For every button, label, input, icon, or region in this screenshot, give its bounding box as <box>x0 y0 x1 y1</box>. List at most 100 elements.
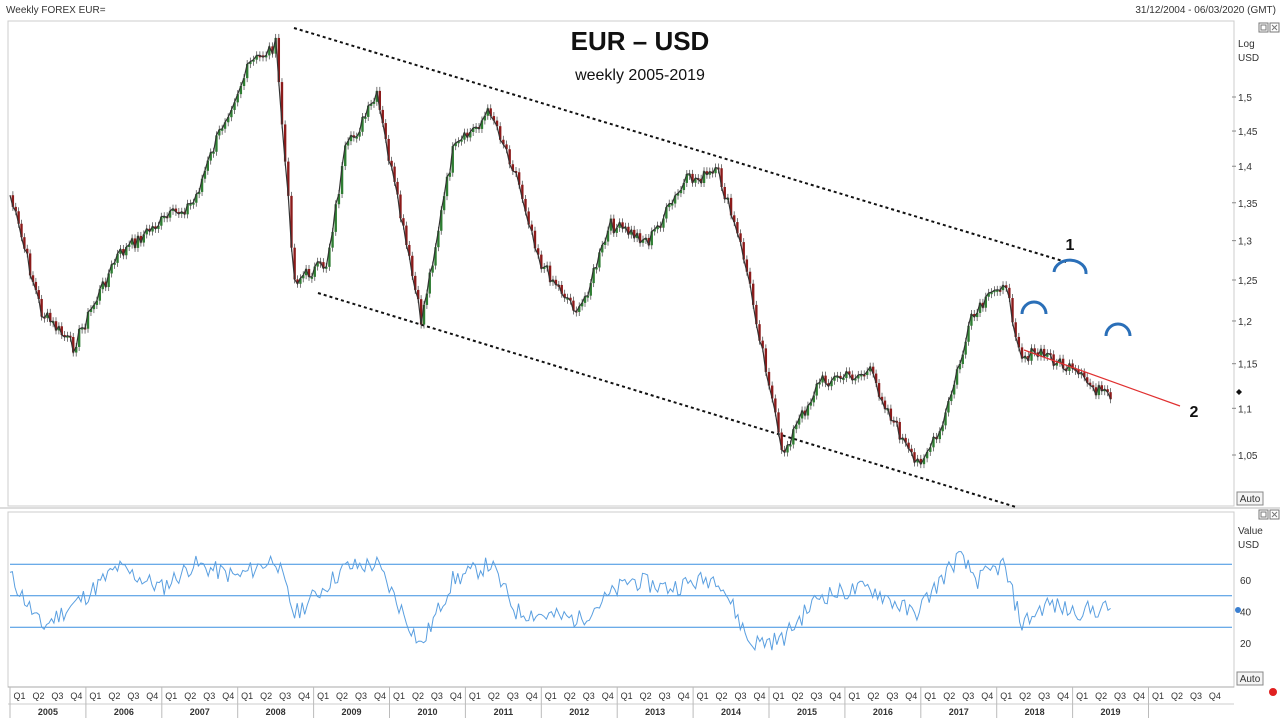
candle <box>751 283 755 305</box>
quarter-label: Q3 <box>127 691 139 701</box>
quarter-label: Q2 <box>1095 691 1107 701</box>
candle <box>679 190 683 194</box>
candle <box>871 366 875 374</box>
candle <box>189 203 192 206</box>
candle <box>665 207 668 219</box>
candle <box>261 55 265 58</box>
candle <box>1046 353 1049 357</box>
quarter-label: Q3 <box>51 691 63 701</box>
candle <box>454 142 457 147</box>
indicator-pane-close-icon[interactable] <box>1269 509 1280 520</box>
candle <box>827 383 830 387</box>
price-pane-close-icon[interactable] <box>1269 22 1280 33</box>
candle <box>495 120 499 127</box>
current-price-marker <box>1236 389 1242 395</box>
candle <box>154 226 157 229</box>
candle <box>31 275 35 282</box>
candle <box>996 289 999 292</box>
candle <box>691 173 694 183</box>
price-tick-label: 1,45 <box>1238 127 1258 138</box>
indicator-pane <box>7 511 1235 688</box>
candle <box>1094 387 1098 396</box>
candle <box>1039 348 1043 357</box>
candle <box>387 138 390 161</box>
candle <box>806 405 810 416</box>
candle <box>378 90 382 110</box>
quarter-label: Q2 <box>564 691 576 701</box>
candle <box>212 151 215 154</box>
candle <box>898 421 901 440</box>
candle <box>355 136 358 139</box>
candle <box>361 117 364 132</box>
year-label: 2011 <box>494 707 514 717</box>
price-tick-label: 1,3 <box>1238 237 1252 248</box>
year-label: 2010 <box>417 707 437 717</box>
candle <box>767 371 771 386</box>
candle <box>668 203 671 208</box>
quarter-label: Q1 <box>1000 691 1012 701</box>
candle <box>72 337 75 353</box>
candle <box>148 228 151 232</box>
year-label: 2005 <box>38 707 58 717</box>
quarter-label: Q4 <box>905 691 917 701</box>
candle <box>839 375 842 379</box>
year-label: 2016 <box>873 707 893 717</box>
candle <box>708 171 711 175</box>
candle <box>795 424 798 430</box>
candle <box>866 371 869 376</box>
candle <box>780 432 783 450</box>
candle <box>440 210 443 231</box>
candle <box>168 210 172 218</box>
candle <box>961 354 964 365</box>
candle <box>797 418 801 425</box>
candle <box>325 266 328 269</box>
price-pane-restore-icon[interactable] <box>1258 22 1269 33</box>
candle <box>580 302 584 307</box>
price-axis-title: Log USD <box>1238 39 1259 64</box>
quarter-label: Q3 <box>735 691 747 701</box>
quarter-label: Q3 <box>659 691 671 701</box>
candle <box>589 283 592 296</box>
candle <box>486 108 489 116</box>
indicator-auto-button[interactable]: Auto <box>1236 671 1264 686</box>
candle <box>964 341 967 355</box>
candle <box>925 451 929 459</box>
candle <box>952 384 956 395</box>
quarter-label: Q2 <box>640 691 652 701</box>
quarter-label: Q2 <box>867 691 879 701</box>
candle <box>777 412 780 433</box>
candle <box>958 364 962 370</box>
svg-text:Auto: Auto <box>1240 494 1261 505</box>
candle <box>833 376 836 381</box>
quarter-label: Q4 <box>1133 691 1145 701</box>
candle <box>110 264 113 274</box>
candle <box>268 46 271 56</box>
quarter-label: Q2 <box>943 691 955 701</box>
candle <box>598 252 601 268</box>
indicator-pane-restore-icon[interactable] <box>1258 509 1269 520</box>
candle <box>592 268 595 284</box>
candle <box>215 135 218 152</box>
candle <box>745 259 749 272</box>
candle <box>505 144 508 150</box>
candle <box>845 371 848 379</box>
quarter-label: Q2 <box>1019 691 1031 701</box>
annotation-2: 2 <box>1190 404 1199 421</box>
candle <box>23 237 26 249</box>
quarter-label: Q4 <box>450 691 462 701</box>
candle <box>854 378 857 381</box>
price-auto-button[interactable]: Auto <box>1236 491 1264 506</box>
price-tick-label: 1,5 <box>1238 93 1252 104</box>
quarter-label: Q4 <box>70 691 82 701</box>
candle <box>1004 285 1008 288</box>
candle <box>569 297 572 301</box>
quarter-label: Q1 <box>13 691 25 701</box>
candle <box>540 254 543 269</box>
candle <box>1071 363 1074 369</box>
candle <box>739 233 742 243</box>
candle <box>186 203 189 215</box>
candle <box>635 233 639 239</box>
candle <box>1058 358 1062 363</box>
quarter-label: Q4 <box>602 691 614 701</box>
quarter-label: Q1 <box>241 691 253 701</box>
